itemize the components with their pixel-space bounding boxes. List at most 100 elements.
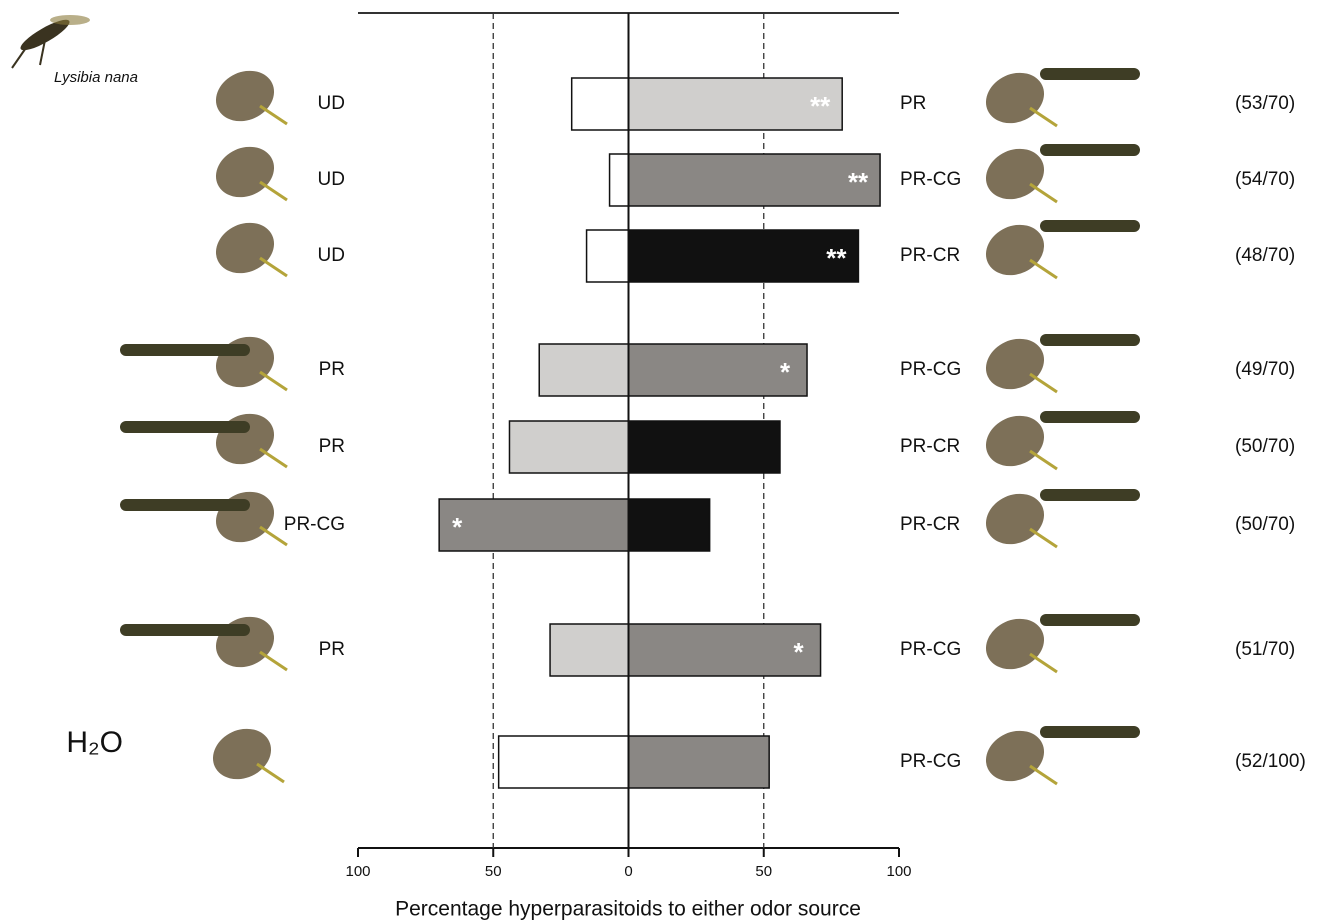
leaf-stem xyxy=(259,256,288,278)
right-label: PR-CG xyxy=(900,639,961,660)
leaf-stem xyxy=(1029,372,1058,394)
x-axis-label: Percentage hyperparasitoids to either od… xyxy=(395,898,861,921)
leaf xyxy=(212,728,272,780)
bar xyxy=(508,420,630,474)
left-label: PR-CG xyxy=(284,514,345,535)
leaf xyxy=(985,72,1045,124)
leaf-stem xyxy=(1029,258,1058,280)
x-tick-label: 0 xyxy=(624,863,632,880)
caterpillar xyxy=(120,499,250,511)
count-label: (53/70) xyxy=(1235,93,1295,114)
caterpillar xyxy=(1040,220,1140,232)
leaf-stem xyxy=(259,447,288,469)
leaf xyxy=(985,730,1045,782)
leaf-stem xyxy=(259,104,288,126)
bar xyxy=(438,498,630,552)
caterpillar xyxy=(1040,334,1140,346)
right-label: PR-CG xyxy=(900,359,961,380)
right-label: PR xyxy=(900,93,926,114)
bar xyxy=(627,498,711,552)
leaf-stem xyxy=(1029,764,1058,786)
count-label: (50/70) xyxy=(1235,436,1295,457)
wasp-icon xyxy=(11,15,90,69)
caterpillar xyxy=(1040,726,1140,738)
bar xyxy=(627,77,843,131)
bar xyxy=(497,735,630,789)
significance: ** xyxy=(810,91,831,121)
leaf-stem xyxy=(1029,182,1058,204)
caterpillar xyxy=(1040,489,1140,501)
caterpillar xyxy=(1040,411,1140,423)
leaf-icon xyxy=(212,728,285,784)
x-tick-label: 50 xyxy=(755,863,772,880)
bar xyxy=(570,77,630,131)
leaf-icon xyxy=(985,415,1058,471)
leaf xyxy=(215,616,275,668)
leaf-icon xyxy=(985,338,1058,394)
caterpillar xyxy=(1040,68,1140,80)
left-label: UD xyxy=(318,245,345,266)
left-label: PR xyxy=(319,639,345,660)
left-label: PR xyxy=(319,436,345,457)
leaf-stem xyxy=(259,370,288,392)
leaf xyxy=(215,70,275,122)
significance: * xyxy=(780,357,791,387)
x-tick-label: 100 xyxy=(886,863,911,880)
count-label: (52/100) xyxy=(1235,751,1306,772)
bar xyxy=(627,153,881,207)
caterpillar xyxy=(120,421,250,433)
leaf-stem xyxy=(256,762,285,784)
significance: * xyxy=(793,637,804,667)
leaf xyxy=(985,618,1045,670)
leaf-icon xyxy=(215,491,288,547)
bar xyxy=(608,153,630,207)
left-label: H₂O xyxy=(66,726,123,759)
leaf xyxy=(215,491,275,543)
bar xyxy=(627,623,822,677)
left-label: UD xyxy=(318,169,345,190)
count-label: (50/70) xyxy=(1235,514,1295,535)
count-label: (51/70) xyxy=(1235,639,1295,660)
count-label: (49/70) xyxy=(1235,359,1295,380)
significance: ** xyxy=(826,243,847,273)
count-label: (54/70) xyxy=(1235,169,1295,190)
count-label: (48/70) xyxy=(1235,245,1295,266)
right-label: PR-CG xyxy=(900,751,961,772)
leaf xyxy=(985,224,1045,276)
right-label: PR-CR xyxy=(900,245,960,266)
caterpillar xyxy=(1040,614,1140,626)
leaf-icon xyxy=(985,730,1058,786)
leaf-icon xyxy=(215,146,288,202)
leaf-stem xyxy=(259,650,288,672)
bar xyxy=(627,343,808,397)
species-label: Lysibia nana xyxy=(54,69,138,86)
leaf-icon xyxy=(985,148,1058,204)
caterpillar xyxy=(120,344,250,356)
leaf-icon xyxy=(985,493,1058,549)
leaf-icon xyxy=(985,72,1058,128)
leaf-stem xyxy=(1029,652,1058,674)
leaf xyxy=(215,146,275,198)
leaf-icon xyxy=(985,224,1058,280)
x-tick-label: 100 xyxy=(345,863,370,880)
left-label: PR xyxy=(319,359,345,380)
leaf-icon xyxy=(215,70,288,126)
caterpillar xyxy=(120,624,250,636)
leaf xyxy=(215,413,275,465)
leaf xyxy=(985,415,1045,467)
leaf-stem xyxy=(1029,106,1058,128)
leaf-stem xyxy=(259,525,288,547)
bar xyxy=(549,623,630,677)
bar xyxy=(627,420,781,474)
bar xyxy=(627,229,860,283)
leaf-stem xyxy=(259,180,288,202)
right-label: PR-CR xyxy=(900,436,960,457)
right-label: PR-CG xyxy=(900,169,961,190)
leaf xyxy=(215,336,275,388)
significance: * xyxy=(452,512,463,542)
x-tick-label: 50 xyxy=(485,863,502,880)
leaf xyxy=(215,222,275,274)
right-label: PR-CR xyxy=(900,514,960,535)
left-label: UD xyxy=(318,93,345,114)
